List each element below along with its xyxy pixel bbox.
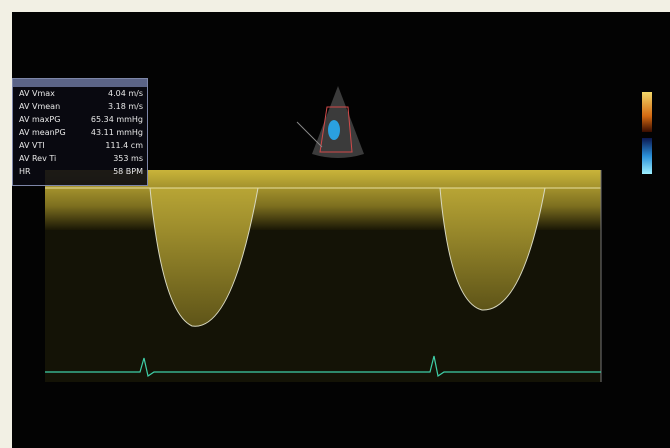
spectral-doppler [45, 170, 601, 382]
measurement-panel: AV Vmax 4.04 m/s AV Vmean 3.18 m/s AV maxPG 6… [12, 78, 148, 186]
measurement-value: 58 BPM [113, 165, 143, 178]
ultrasound-screen: AV Vmax 4.04 m/s AV Vmean 3.18 m/s AV maxPG 6… [12, 12, 670, 448]
measurement-label: AV maxPG [19, 113, 60, 126]
measurement-row: AV Rev Ti 353 ms [13, 152, 147, 165]
measurement-row: AV Vmean 3.18 m/s [13, 100, 147, 113]
sector-thumbnail [297, 86, 364, 158]
measurement-value: 353 ms [113, 152, 143, 165]
measurement-value: 4.04 m/s [108, 87, 143, 100]
measurement-row: AV meanPG 43.11 mmHg [13, 126, 147, 139]
measurement-label: AV Vmax [19, 87, 55, 100]
measurement-value: 111.4 cm [105, 139, 143, 152]
measurement-label: AV meanPG [19, 126, 66, 139]
panel-header [13, 79, 147, 87]
measurement-value: 65.34 mmHg [91, 113, 143, 126]
measurement-row: AV Vmax 4.04 m/s [13, 87, 147, 100]
measurement-value: 3.18 m/s [108, 100, 143, 113]
measurement-value: 43.11 mmHg [91, 126, 143, 139]
color-bar [642, 138, 652, 174]
measurement-label: HR [19, 165, 31, 178]
measurement-row: HR 58 BPM [13, 165, 147, 178]
measurement-label: AV Vmean [19, 100, 60, 113]
measurement-row: AV VTI 111.4 cm [13, 139, 147, 152]
measurement-label: AV Rev Ti [19, 152, 56, 165]
measurement-label: AV VTI [19, 139, 45, 152]
measurement-row: AV maxPG 65.34 mmHg [13, 113, 147, 126]
color-bar [642, 92, 652, 132]
